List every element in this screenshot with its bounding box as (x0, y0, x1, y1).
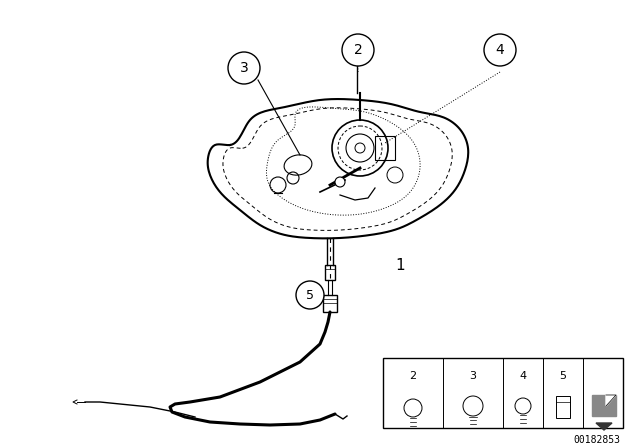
Text: 5: 5 (306, 289, 314, 302)
Text: 2: 2 (354, 43, 362, 57)
Circle shape (228, 52, 260, 84)
Circle shape (342, 34, 374, 66)
Polygon shape (606, 395, 616, 406)
Circle shape (335, 177, 345, 187)
Bar (375, 136, 395, 160)
Text: 2: 2 (410, 371, 417, 381)
Bar (383, 358, 623, 428)
Text: 5: 5 (559, 371, 566, 381)
Text: 4: 4 (495, 43, 504, 57)
Circle shape (484, 34, 516, 66)
Circle shape (296, 281, 324, 309)
Text: 3: 3 (470, 371, 477, 381)
Text: 4: 4 (520, 371, 527, 381)
Bar (325, 265, 335, 280)
Text: 3: 3 (239, 61, 248, 75)
Bar (556, 396, 570, 418)
Text: 1: 1 (395, 258, 405, 272)
Polygon shape (592, 395, 616, 416)
Bar (323, 295, 337, 312)
Polygon shape (596, 423, 612, 430)
Text: 00182853: 00182853 (573, 435, 620, 445)
